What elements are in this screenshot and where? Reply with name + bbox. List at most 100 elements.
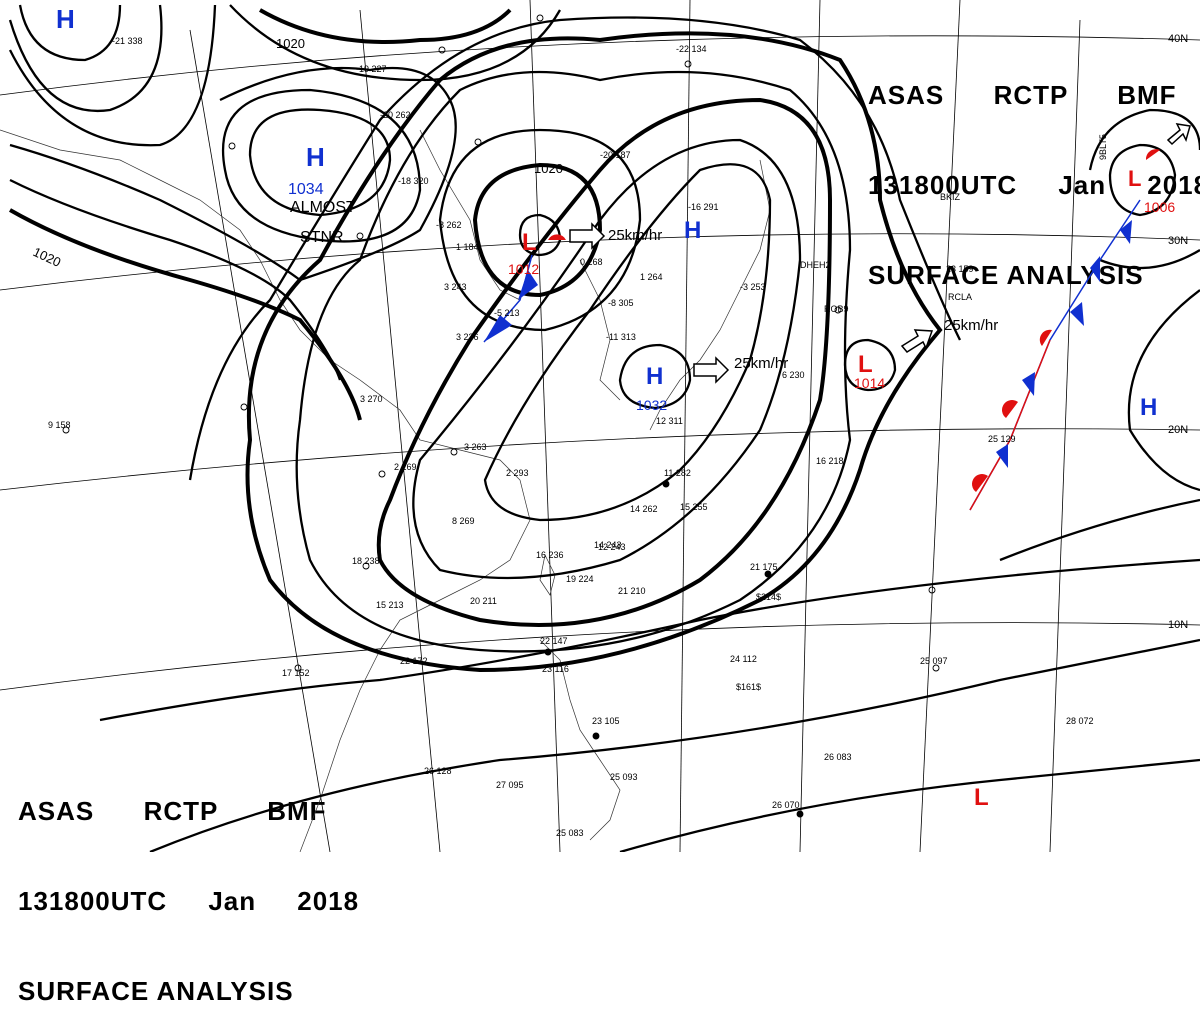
station-plot: 25 129 xyxy=(988,434,1016,444)
station-circle xyxy=(764,570,772,578)
motion-arrows xyxy=(569,123,1191,384)
station-circle xyxy=(932,664,940,672)
station-plot: 15 255 xyxy=(680,502,708,512)
isobar-label: 1020 xyxy=(276,36,305,51)
station-plot: 20 211 xyxy=(470,596,497,606)
graticule-line-10n xyxy=(0,622,1200,691)
station-plot: -22 134 xyxy=(676,44,707,54)
coastline-korea xyxy=(579,259,621,401)
station-circle xyxy=(228,142,236,150)
station-plot: 25 097 xyxy=(920,656,948,666)
station-circle xyxy=(378,470,386,478)
fronts xyxy=(483,149,1160,511)
station-circle xyxy=(834,306,842,314)
isobar xyxy=(248,108,392,217)
station-id: BKIZ xyxy=(940,192,961,202)
high-center-marker: H xyxy=(306,142,325,172)
station-plot: 15 213 xyxy=(376,600,404,610)
station-circle xyxy=(796,810,804,818)
station-plot: 3 236 xyxy=(456,332,479,342)
cold-front-line xyxy=(483,254,533,343)
station-plot: 22 147 xyxy=(540,636,568,646)
station-plot: 23 116 xyxy=(542,664,569,674)
station-circle xyxy=(592,732,600,740)
low-center-marker: L xyxy=(1128,166,1141,191)
high-center-marker: H xyxy=(646,363,663,390)
lat-label: 10N xyxy=(1168,619,1188,631)
cold-front-barb xyxy=(1070,302,1084,326)
system-note-line-1: ALMOST xyxy=(290,199,356,216)
station-plot: 11 282 xyxy=(664,468,691,478)
motion-label: 25km/hr xyxy=(734,355,788,372)
station-plot: 12 311 xyxy=(656,416,683,426)
cold-front-barb xyxy=(484,315,512,342)
isobar xyxy=(9,66,457,282)
station-plot: 3 270 xyxy=(360,394,383,404)
station-plot: 1 264 xyxy=(640,272,663,282)
station-id: RCLA xyxy=(948,292,972,302)
isobar xyxy=(221,88,422,243)
coastline-philippines xyxy=(539,639,621,841)
high-center-marker: H xyxy=(1140,394,1157,421)
station-circle xyxy=(662,480,670,488)
isobar xyxy=(149,638,1200,852)
isobar xyxy=(18,4,122,62)
station-plot: 1 184 xyxy=(456,242,479,252)
isobar xyxy=(843,338,897,392)
station-plot: 21 210 xyxy=(618,586,646,596)
station-plot: 22 172 xyxy=(400,656,428,666)
station-circle xyxy=(294,664,302,672)
isobar xyxy=(9,178,342,381)
station-plot: 25 093 xyxy=(610,772,638,782)
graticule-meridian xyxy=(359,9,441,852)
system-note-line-2: STNR xyxy=(300,229,344,246)
isobar xyxy=(99,558,1200,722)
motion-arrow-icon xyxy=(1166,123,1191,146)
station-plot: 9 158 xyxy=(48,420,71,430)
latitude-labels: 40N 30N 20N 10N xyxy=(1168,33,1188,631)
isobar xyxy=(412,138,802,580)
pressure-systems: H H 1034 ALMOST STNR L 1012 25km/hr H H … xyxy=(56,4,1175,811)
station-plot: -5 213 xyxy=(494,308,520,318)
station-plot: 23 159 xyxy=(946,264,974,274)
station-id: DHEH2 xyxy=(800,260,831,270)
station-plots: -21 338 -19 227 -20 262 -22 134 -20 187 … xyxy=(48,36,1108,838)
coastline-bay xyxy=(419,129,521,301)
station-circle xyxy=(240,403,248,411)
isobar xyxy=(245,31,943,673)
coastline-japan xyxy=(649,159,771,431)
station-circle xyxy=(928,586,936,594)
isobar xyxy=(1127,289,1200,492)
header-line-3: SURFACE ANALYSIS xyxy=(18,976,294,1006)
isobar xyxy=(8,4,217,147)
isobar xyxy=(619,758,1200,852)
header-line-1: ASAS RCTP BMF xyxy=(868,80,1177,110)
graticule-meridian xyxy=(679,0,691,852)
lat-label: 20N xyxy=(1168,424,1188,436)
station-plot: 14 243 xyxy=(594,540,622,550)
station-plot: -20 187 xyxy=(600,150,631,160)
isobar xyxy=(8,4,163,113)
station-plot: -16 291 xyxy=(688,202,719,212)
cold-front-barb xyxy=(1120,220,1132,244)
high-center-marker: H xyxy=(684,217,701,244)
station-plot: 28 072 xyxy=(1066,716,1094,726)
isobar xyxy=(999,498,1200,562)
station-plot: $214$ xyxy=(756,592,781,602)
station-plot: -11 313 xyxy=(606,332,636,342)
cold-front-line xyxy=(969,199,1141,511)
station-id: 9BLT5 xyxy=(1098,134,1108,160)
station-plot: 16 218 xyxy=(816,456,844,466)
warm-front-bump xyxy=(1002,400,1018,418)
station-plot: 0 268 xyxy=(580,257,603,267)
station-plot: -8 262 xyxy=(436,220,462,230)
station-circle xyxy=(684,60,692,68)
station-circles xyxy=(62,14,940,818)
isobar xyxy=(483,163,772,522)
motion-label: 25km/hr xyxy=(608,227,662,244)
station-circle xyxy=(536,14,544,22)
isobar xyxy=(472,162,603,298)
station-circle xyxy=(544,648,552,656)
station-plot: 26 070 xyxy=(772,800,800,810)
lat-label: 40N xyxy=(1168,33,1188,45)
